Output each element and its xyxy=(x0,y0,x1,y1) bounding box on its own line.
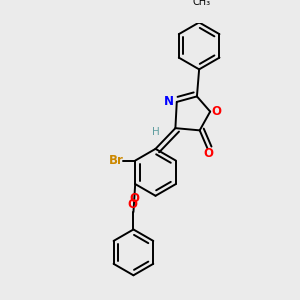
Text: CH₃: CH₃ xyxy=(192,0,210,7)
Text: O: O xyxy=(211,104,221,118)
Text: O: O xyxy=(128,198,138,212)
Text: O: O xyxy=(204,147,214,160)
Text: Br: Br xyxy=(108,154,123,167)
Text: H: H xyxy=(152,128,160,137)
Text: O: O xyxy=(129,192,139,205)
Text: N: N xyxy=(164,94,174,108)
